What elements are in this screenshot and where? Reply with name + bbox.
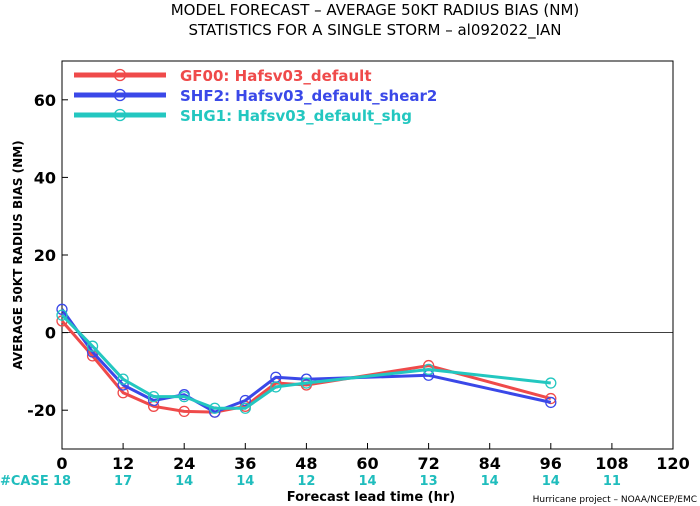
data-point — [117, 373, 129, 385]
data-point — [239, 402, 251, 414]
data-point — [209, 402, 221, 414]
data-point — [56, 303, 68, 315]
data-point — [86, 340, 99, 352]
x-axis-label: Forecast lead time (hr) — [287, 490, 455, 505]
legend-label: SHG1: Hafsv03_default_shg — [180, 107, 412, 125]
case-count: 14 — [175, 474, 193, 489]
case-counts: 18 17 14 14 12 14 13 14 14 11 — [53, 474, 621, 489]
y-tick-label: -20 — [27, 401, 56, 420]
series-lines — [56, 303, 557, 418]
series-line-0 — [60, 320, 552, 414]
y-tick-label: 0 — [45, 324, 56, 343]
y-axis-label: AVERAGE 50KT RADIUS BIAS (NM) — [11, 140, 25, 369]
y-tick-label: 60 — [34, 91, 56, 110]
data-point — [56, 309, 68, 321]
data-point — [422, 363, 435, 376]
x-tick-label: 12 — [112, 454, 134, 473]
credit-text: Hurricane project – NOAA/NCEP/EMC — [533, 495, 697, 505]
y-tick-label: 40 — [34, 168, 56, 187]
case-label: #CASE — [0, 474, 49, 489]
x-tick-label: 48 — [295, 454, 317, 473]
y-tick-label: 20 — [34, 246, 56, 265]
legend-marker — [113, 88, 127, 102]
case-count: 11 — [603, 474, 621, 489]
legend-marker — [113, 68, 127, 82]
x-tick-label: 24 — [173, 454, 195, 473]
chart-title-line1: MODEL FORECAST – AVERAGE 50KT RADIUS BIA… — [171, 1, 580, 19]
x-tick-label: 96 — [540, 454, 562, 473]
x-tick-label: 60 — [356, 454, 378, 473]
data-point — [545, 377, 557, 389]
data-point — [178, 405, 190, 418]
series-line-2 — [60, 314, 551, 410]
case-count: 14 — [542, 474, 560, 489]
data-point — [545, 392, 557, 405]
legend-label: SHF2: Hafsv03_default_shear2 — [180, 87, 437, 105]
x-tick-label: 84 — [479, 454, 501, 473]
case-count: 14 — [236, 474, 254, 489]
x-tick-label: 0 — [56, 454, 67, 473]
data-point — [147, 390, 160, 403]
case-count: 12 — [297, 474, 315, 489]
case-count: 14 — [481, 474, 499, 489]
legend-label: GF00: Hafsv03_default — [180, 67, 371, 85]
data-point — [270, 381, 282, 393]
case-count: 13 — [420, 474, 438, 489]
case-count: 14 — [358, 474, 376, 489]
x-tick-label: 36 — [234, 454, 256, 473]
data-point — [545, 396, 557, 409]
legend: GF00: Hafsv03_default SHF2: Hafsv03_defau… — [74, 67, 437, 125]
data-point — [239, 394, 251, 407]
chart-title-line2: STATISTICS FOR A SINGLE STORM – al092022… — [188, 21, 561, 40]
x-tick-label: 120 — [656, 454, 689, 473]
legend-marker — [113, 108, 127, 122]
case-count: 17 — [114, 474, 132, 489]
y-axis-ticks: -20 0 20 40 60 — [27, 91, 68, 420]
data-point — [117, 387, 129, 399]
data-point — [178, 390, 190, 403]
x-axis-ticks: 0 12 24 36 48 60 72 84 96 108 120 — [56, 443, 690, 473]
x-tick-label: 108 — [595, 454, 628, 473]
data-point — [300, 377, 313, 389]
x-tick-label: 72 — [417, 454, 439, 473]
case-count: 18 — [53, 474, 71, 489]
